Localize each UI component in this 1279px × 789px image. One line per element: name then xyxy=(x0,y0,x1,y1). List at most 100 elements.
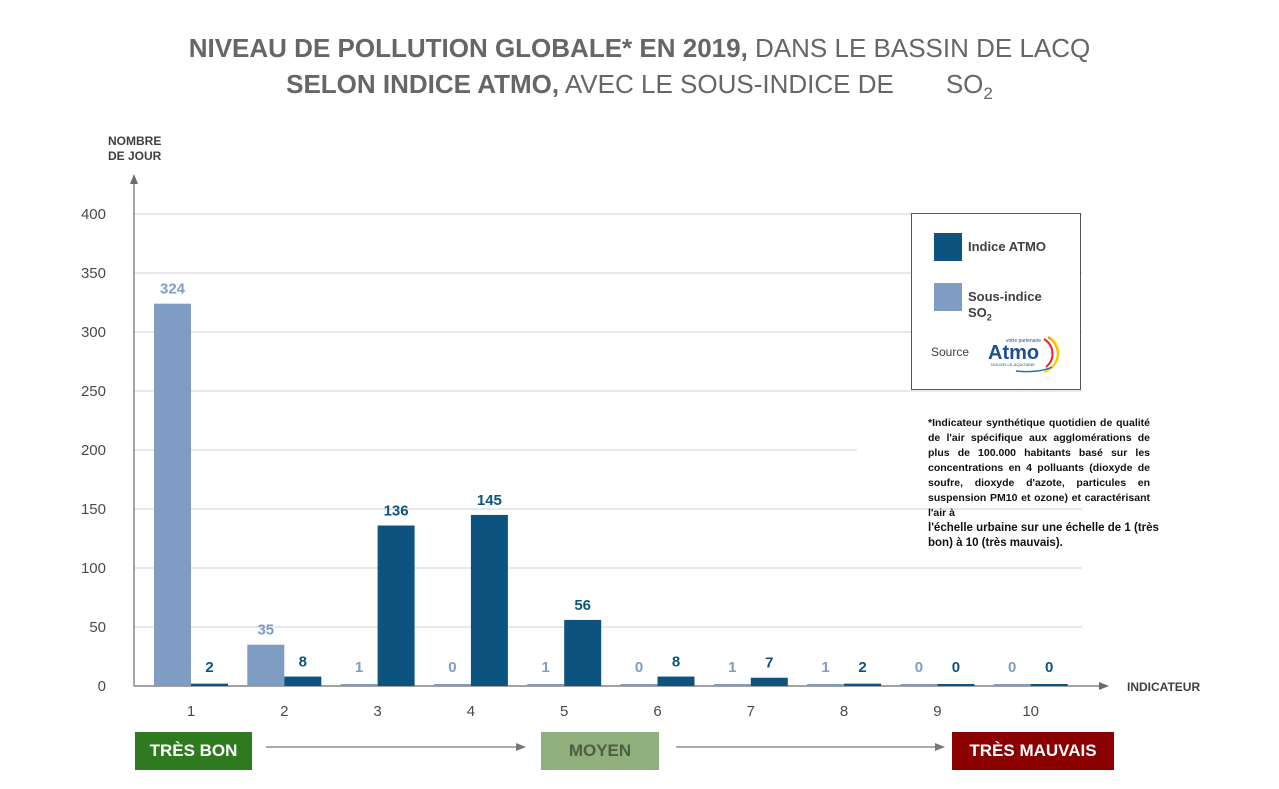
bar-atmo-3 xyxy=(377,525,415,686)
x-tick-label-3: 3 xyxy=(373,703,381,720)
bar-so2-6 xyxy=(620,684,658,686)
y-axis-label-line-1: NOMBRE xyxy=(108,134,162,148)
title-so-chem: SO xyxy=(945,69,984,99)
x-tick-label-1: 1 xyxy=(187,703,195,720)
bar-atmo-10 xyxy=(1030,684,1068,686)
data-label-so2-3: 1 xyxy=(355,659,363,676)
legend-label-so2: Sous-indice SO2 xyxy=(968,289,1042,326)
x-tick-labels: 1 2 3 4 5 6 7 8 9 10 xyxy=(187,703,1039,720)
data-label-so2-10: 0 xyxy=(1008,659,1016,676)
legend-label-so2-text: Sous-indice xyxy=(968,289,1042,304)
data-label-so2-5: 1 xyxy=(542,659,550,676)
legend-label-atmo: Indice ATMO xyxy=(968,239,1046,254)
x-tick-label-6: 6 xyxy=(653,703,661,720)
scale-very-good-badge: TRÈS BON xyxy=(135,732,252,770)
data-label-so2-7: 1 xyxy=(728,659,736,676)
y-tick-label: 150 xyxy=(81,501,106,518)
title-line-1-rest: DANS LE BASSIN DE LACQ xyxy=(747,33,1091,63)
bar-atmo-1 xyxy=(191,683,228,686)
x-tick-label-4: 4 xyxy=(467,703,475,720)
atmo-logo-tagline: votre partenaire xyxy=(1006,338,1041,344)
scale-medium-badge: MOYEN xyxy=(541,732,659,770)
scale-arrows xyxy=(266,743,945,751)
data-label-atmo-2: 8 xyxy=(299,654,307,671)
y-tick-label: 0 xyxy=(98,678,106,695)
legend-swatch-so2 xyxy=(934,283,962,311)
x-axis-arrow-icon xyxy=(1099,682,1109,690)
footnote: *Indicateur synthétique quotidien de qua… xyxy=(928,416,1159,551)
data-labels: 324 2 35 8 1 136 0 145 1 56 0 8 1 7 1 2 0 0 0 0 xyxy=(160,281,1053,676)
atmo-logo: votre partenaire Atmo NOUVELLE-AQUITAINE xyxy=(988,336,1060,373)
bar-so2-7 xyxy=(713,684,751,686)
bar-so2-2 xyxy=(247,644,285,686)
data-label-atmo-9: 0 xyxy=(952,659,960,676)
data-label-atmo-10: 0 xyxy=(1045,659,1053,676)
footnote-text: *Indicateur synthétique quotidien de qua… xyxy=(928,417,1150,519)
x-tick-label-8: 8 xyxy=(840,703,848,720)
y-tick-label: 50 xyxy=(89,619,106,636)
bar-atmo-6 xyxy=(657,676,695,686)
x-tick-label-10: 10 xyxy=(1022,703,1039,720)
y-tick-labels: 0 50 100 150 200 250 300 350 400 xyxy=(81,206,106,695)
bar-so2-3 xyxy=(340,684,378,686)
title-line-2-rest: AVEC LE SOUS-INDICE DE xyxy=(559,69,894,99)
title-line-2: SELON INDICE ATMO, AVEC LE SOUS-INDICE D… xyxy=(0,66,1279,112)
bar-so2-10 xyxy=(993,684,1031,686)
y-axis-label-line-2: DE JOUR xyxy=(108,149,162,163)
y-axis-label: NOMBRE DE JOUR xyxy=(108,134,161,164)
legend-label-so2-sub: 2 xyxy=(986,312,992,323)
x-tick-label-2: 2 xyxy=(280,703,288,720)
bar-so2-1 xyxy=(154,303,191,686)
data-label-atmo-8: 2 xyxy=(858,659,866,676)
data-label-so2-8: 1 xyxy=(821,659,829,676)
title-line-2-bold: SELON INDICE ATMO, xyxy=(286,69,560,99)
data-label-so2-4: 0 xyxy=(448,659,456,676)
legend-swatch-atmo xyxy=(934,233,962,261)
footnote-text-end: l'échelle urbaine sur une échelle de 1 (… xyxy=(928,522,1159,549)
atmo-logo-word: Atmo xyxy=(988,342,1039,364)
bar-atmo-5 xyxy=(564,619,602,686)
x-tick-label-5: 5 xyxy=(560,703,568,720)
source-label: Source xyxy=(931,345,970,359)
legend: Indice ATMO Sous-indice SO2 Source votre… xyxy=(911,213,1081,390)
data-label-so2-1: 324 xyxy=(160,281,186,298)
title-line-1-bold: NIVEAU DE POLLUTION GLOBALE* EN 2019, xyxy=(188,33,748,63)
scale-arrow-good-mid-head-icon xyxy=(516,743,526,751)
data-label-atmo-1: 2 xyxy=(205,659,213,676)
y-tick-label: 200 xyxy=(81,442,106,459)
y-axis-arrow-icon xyxy=(130,174,138,184)
x-tick-label-9: 9 xyxy=(933,703,941,720)
bar-so2-4 xyxy=(433,684,471,686)
chart-title: NIVEAU DE POLLUTION GLOBALE* EN 2019, DA… xyxy=(0,30,1279,112)
y-tick-label: 300 xyxy=(81,324,106,341)
data-label-atmo-7: 7 xyxy=(765,655,773,672)
scale-very-bad-badge: TRÈS MAUVAIS xyxy=(952,732,1114,770)
bar-atmo-4 xyxy=(470,514,508,686)
bar-atmo-9 xyxy=(937,684,975,686)
atmo-logo-region: NOUVELLE-AQUITAINE xyxy=(991,362,1035,367)
title-so-sub: 2 xyxy=(983,84,993,103)
bar-so2-5 xyxy=(527,684,565,686)
scale-arrow-mid-bad-head-icon xyxy=(935,743,945,751)
title-line-1: NIVEAU DE POLLUTION GLOBALE* EN 2019, DA… xyxy=(0,30,1279,66)
y-tick-label: 400 xyxy=(81,206,106,223)
bars xyxy=(154,303,1068,686)
bar-atmo-8 xyxy=(844,683,882,686)
data-label-atmo-6: 8 xyxy=(672,654,680,671)
y-tick-label: 250 xyxy=(81,383,106,400)
y-tick-label: 100 xyxy=(81,560,106,577)
data-label-so2-2: 35 xyxy=(257,622,274,639)
bar-atmo-7 xyxy=(750,677,788,686)
data-label-so2-9: 0 xyxy=(915,659,923,676)
y-tick-label: 350 xyxy=(81,265,106,282)
legend-label-so2-chem: SO xyxy=(968,305,987,320)
data-label-atmo-5: 56 xyxy=(574,597,591,614)
data-label-so2-6: 0 xyxy=(635,659,643,676)
bar-so2-9 xyxy=(900,684,938,686)
x-axis-label: INDICATEUR xyxy=(1127,680,1201,694)
bar-atmo-2 xyxy=(284,676,322,686)
data-label-atmo-3: 136 xyxy=(384,503,409,520)
bar-so2-8 xyxy=(807,684,845,686)
x-tick-label-7: 7 xyxy=(747,703,755,720)
